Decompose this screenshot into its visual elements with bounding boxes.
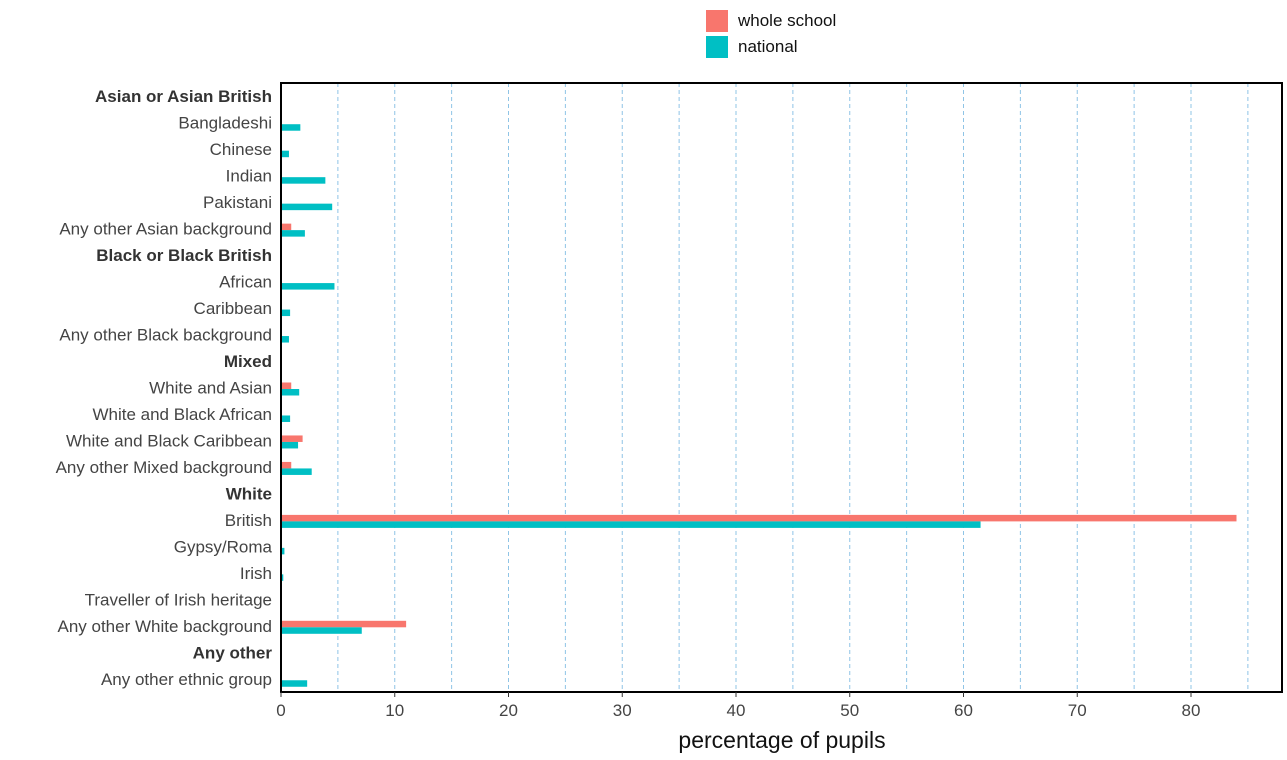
bar-national <box>281 309 291 317</box>
category-label: African <box>219 273 272 292</box>
legend-item-whole-school: whole school <box>706 8 836 34</box>
bars-layer <box>281 124 1237 687</box>
category-label: White and Black Caribbean <box>66 431 272 450</box>
category-label: Any other Black background <box>59 326 272 345</box>
x-tick-label: 80 <box>1182 701 1201 720</box>
category-label: White and Asian <box>149 379 272 398</box>
x-tick-label: 0 <box>276 701 285 720</box>
category-label: White and Black African <box>92 405 272 424</box>
legend-label-whole-school: whole school <box>738 11 837 30</box>
legend-item-national: national <box>706 34 836 60</box>
x-axis-ticks: 0 10 20 30 40 50 60 70 80 <box>276 692 1200 720</box>
bar-whole-school <box>281 514 1237 522</box>
bar-whole-school <box>281 223 292 231</box>
x-tick-label: 10 <box>385 701 404 720</box>
bar-national <box>281 124 301 131</box>
bar-national <box>281 415 291 422</box>
x-tick-label: 20 <box>499 701 518 720</box>
bar-national <box>281 150 289 158</box>
grid-layer <box>337 83 1249 692</box>
category-label: Pakistani <box>203 193 272 212</box>
legend-label-national: national <box>738 37 798 56</box>
legend-swatch-whole-school <box>706 10 728 32</box>
category-labels: Asian or Asian British Bangladeshi Chinese… <box>56 87 273 689</box>
category-label: Chinese <box>210 140 272 159</box>
bar-national <box>281 203 333 211</box>
category-label: Gypsy/Roma <box>174 537 273 556</box>
bar-whole-school <box>281 461 292 469</box>
category-header-label: Mixed <box>224 352 272 371</box>
bar-national <box>281 680 308 687</box>
bar-national <box>281 468 312 475</box>
category-header-label: Asian or Asian British <box>95 87 272 106</box>
category-label: Any other Mixed background <box>56 458 272 477</box>
category-label: Any other ethnic group <box>101 670 272 689</box>
bar-national <box>281 389 300 396</box>
category-header-label: White <box>226 484 272 503</box>
category-label: Bangladeshi <box>178 114 272 133</box>
bar-national <box>281 547 285 555</box>
bar-national <box>281 230 305 237</box>
bar-national <box>281 283 335 290</box>
bar-whole-school <box>281 620 407 628</box>
bar-national <box>281 574 284 581</box>
category-header-label: Any other <box>193 643 273 662</box>
category-label: Traveller of Irish heritage <box>85 590 272 609</box>
x-tick-label: 30 <box>613 701 632 720</box>
x-tick-label: 70 <box>1068 701 1087 720</box>
x-tick-label: 50 <box>840 701 859 720</box>
category-label: Any other White background <box>57 617 272 636</box>
bar-national <box>281 521 981 528</box>
category-label: Caribbean <box>194 299 272 318</box>
category-header-label: Black or Black British <box>96 246 272 265</box>
category-label: Irish <box>240 564 272 583</box>
x-axis-title: percentage of pupils <box>678 727 885 753</box>
plot-frame <box>280 82 1283 693</box>
x-tick-label: 40 <box>727 701 746 720</box>
category-label: Indian <box>226 167 272 186</box>
bar-whole-school <box>281 435 303 442</box>
x-tick-label: 60 <box>954 701 973 720</box>
category-label: British <box>225 511 272 530</box>
bar-whole-school <box>281 382 292 389</box>
bar-national <box>281 177 326 184</box>
bar-national <box>281 441 299 449</box>
category-label: Any other Asian background <box>59 220 272 239</box>
bar-national <box>281 336 289 343</box>
legend: whole school national <box>706 8 836 60</box>
legend-swatch-national <box>706 36 728 58</box>
bar-national <box>281 627 362 634</box>
